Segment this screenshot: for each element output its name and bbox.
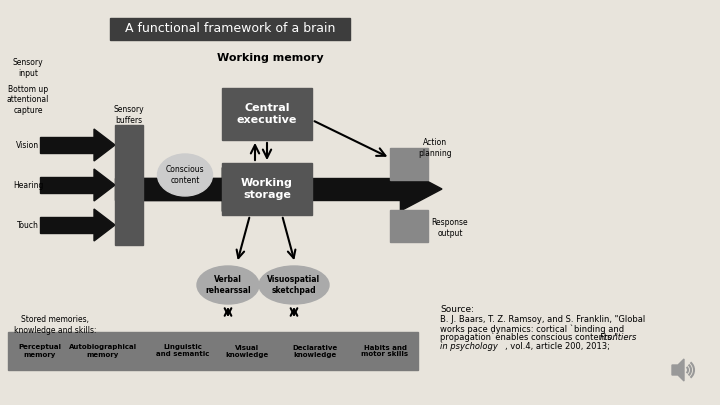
Text: Visual
knowledge: Visual knowledge	[225, 345, 269, 358]
Text: Declarative
knowledge: Declarative knowledge	[292, 345, 338, 358]
Text: Perceptual
memory: Perceptual memory	[19, 345, 61, 358]
Text: propagation`enables conscious contents.": propagation`enables conscious contents."	[440, 333, 621, 343]
Bar	[115, 125, 143, 245]
Polygon shape	[400, 167, 442, 211]
Bar	[40, 217, 94, 233]
Text: Working
storage: Working storage	[241, 178, 293, 200]
Polygon shape	[94, 209, 115, 241]
Text: , vol.4, article 200, 2013;: , vol.4, article 200, 2013;	[505, 342, 610, 351]
Text: Conscious
content: Conscious content	[166, 165, 204, 185]
Text: Action
planning: Action planning	[418, 138, 452, 158]
Text: Bottom up
attentional
capture: Bottom up attentional capture	[6, 85, 49, 115]
Text: Autobiographical
memory: Autobiographical memory	[69, 345, 137, 358]
Text: Linguistic
and semantic: Linguistic and semantic	[156, 345, 210, 358]
Text: Sensory
buffers: Sensory buffers	[114, 105, 144, 125]
Bar	[115, 178, 222, 200]
Bar	[390, 148, 428, 180]
Text: Habits and
motor skills: Habits and motor skills	[361, 345, 408, 358]
Text: Frontiers: Frontiers	[600, 333, 637, 342]
Bar	[8, 332, 418, 370]
Ellipse shape	[259, 266, 329, 304]
Text: Visuospatial
sketchpad: Visuospatial sketchpad	[267, 275, 320, 295]
Polygon shape	[94, 129, 115, 161]
Text: A functional framework of a brain: A functional framework of a brain	[125, 23, 336, 36]
Text: Central
executive: Central executive	[237, 103, 297, 125]
Bar	[312, 178, 400, 200]
Text: Verbal
rehearssal: Verbal rehearssal	[205, 275, 251, 295]
Text: Vision: Vision	[17, 141, 40, 149]
Bar	[222, 163, 312, 215]
Text: Source:: Source:	[440, 305, 474, 314]
Bar	[110, 18, 350, 40]
Text: Working memory: Working memory	[217, 53, 323, 63]
Ellipse shape	[197, 266, 259, 304]
Bar	[222, 88, 312, 140]
Ellipse shape	[158, 154, 212, 196]
Text: works pace dynamics: cortical `binding and: works pace dynamics: cortical `binding a…	[440, 324, 624, 333]
Text: Stored memories,
knowledge and skills:: Stored memories, knowledge and skills:	[14, 315, 96, 335]
Bar	[40, 177, 94, 193]
Bar	[40, 137, 94, 153]
Bar	[390, 210, 428, 242]
Text: B. J. Baars, T. Z. Ramsoy, and S. Franklin, "Global: B. J. Baars, T. Z. Ramsoy, and S. Frankl…	[440, 315, 645, 324]
Text: Touch: Touch	[17, 220, 39, 230]
Text: Hearing: Hearing	[13, 181, 43, 190]
Text: Response
output: Response output	[432, 218, 468, 238]
Polygon shape	[94, 169, 115, 201]
Bar	[143, 178, 222, 200]
Polygon shape	[672, 359, 684, 381]
Text: Sensory
input: Sensory input	[13, 58, 43, 78]
Text: in psychology: in psychology	[440, 342, 498, 351]
